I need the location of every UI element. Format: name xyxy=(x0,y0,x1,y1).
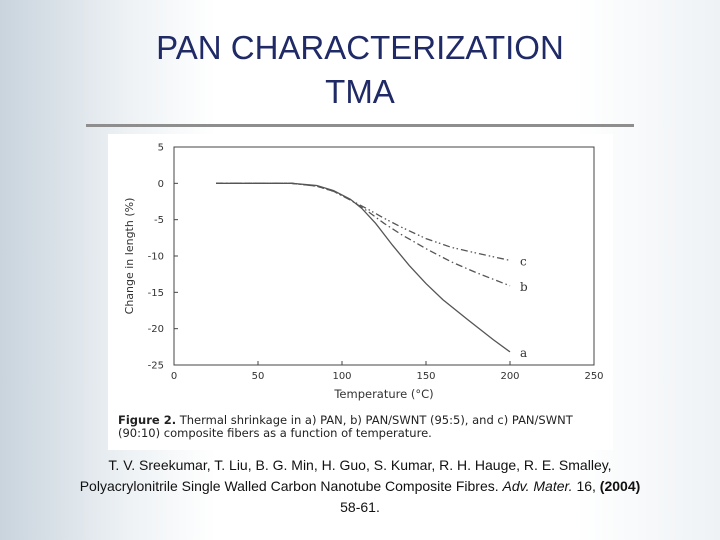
y-tick-label: -10 xyxy=(148,252,164,263)
y-tick-label: 0 xyxy=(158,179,164,190)
x-tick-label: 150 xyxy=(416,371,435,382)
x-tick-label: 100 xyxy=(332,371,351,382)
y-axis-label: Change in length (%) xyxy=(123,198,136,315)
y-tick-label: -25 xyxy=(148,361,164,372)
citation-journal: Adv. Mater. xyxy=(502,478,573,494)
y-tick-label: -15 xyxy=(148,288,164,299)
citation: T. V. Sreekumar, T. Liu, B. G. Min, H. G… xyxy=(20,455,700,518)
citation-year: (2004) xyxy=(599,478,641,494)
title-divider xyxy=(86,124,634,127)
plot-frame xyxy=(173,146,595,366)
x-tick-label: 250 xyxy=(584,371,603,382)
citation-line2: Polyacrylonitrile Single Walled Carbon N… xyxy=(20,476,700,497)
x-tick-label: 0 xyxy=(171,371,177,382)
y-tick-label: -5 xyxy=(154,215,164,226)
series-label-b: b xyxy=(520,280,528,294)
series-line-b xyxy=(216,182,511,287)
slide-title-line2: TMA xyxy=(325,73,395,110)
x-axis-label: Temperature (°C) xyxy=(333,387,433,401)
tma-chart: 0 50 100 150 200 25050-5-10-15-20-25Temperatu… xyxy=(123,143,604,402)
caption-text: Thermal shrinkage in a) PAN, b) PAN/SWNT… xyxy=(118,413,573,440)
caption-label: Figure 2. xyxy=(118,413,177,427)
series-line-c xyxy=(216,182,511,262)
series-label-c: c xyxy=(520,254,527,268)
citation-authors: T. V. Sreekumar, T. Liu, B. G. Min, H. G… xyxy=(108,457,612,473)
y-tick-label: 5 xyxy=(158,143,164,154)
figure-panel: 0 50 100 150 200 250 5 0 -5 -10 -15 -20 -25 Temperatu… xyxy=(108,134,613,450)
figure-caption: Figure 2. Thermal shrinkage in a) PAN, b… xyxy=(118,414,608,440)
x-tick-label: 50 xyxy=(252,371,265,382)
y-tick-label: -20 xyxy=(148,324,164,335)
slide-title-line1: PAN CHARACTERIZATION xyxy=(156,29,564,66)
citation-title: Polyacrylonitrile Single Walled Carbon N… xyxy=(79,478,499,494)
x-tick-label: 200 xyxy=(500,371,519,382)
series-label-a: a xyxy=(520,346,527,360)
citation-pages: 58-61. xyxy=(340,499,380,515)
slide-title: PAN CHARACTERIZATION TMA xyxy=(0,26,720,114)
citation-volume: 16, xyxy=(576,478,596,494)
